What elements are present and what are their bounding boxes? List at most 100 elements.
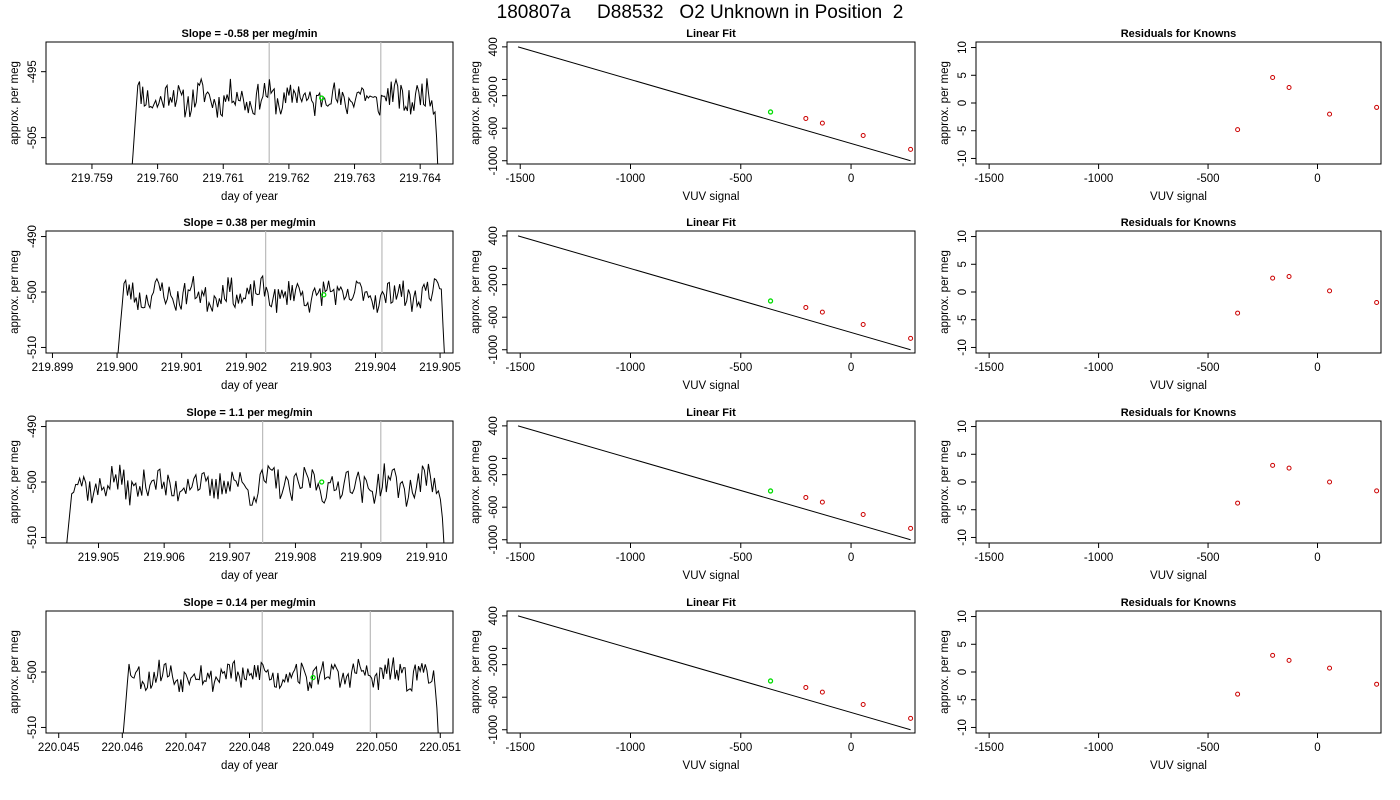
y-tick-label: -600	[488, 117, 500, 140]
x-tick-label: 220.048	[229, 742, 271, 754]
x-tick-label: -1000	[1084, 362, 1113, 374]
unknown-marker	[310, 674, 316, 681]
y-tick-label: -200	[488, 273, 500, 296]
plot-title: Linear Fit	[686, 407, 736, 419]
y-tick-label: -510	[27, 336, 39, 359]
plot-frame	[506, 420, 916, 544]
y-tick-label: -1000	[488, 335, 500, 364]
y-tick-label: 400	[488, 226, 500, 245]
x-tick-label: 220.045	[38, 742, 80, 754]
residuals-panel-2: Residuals for Knowns VUV signal approx. pe…	[939, 217, 1382, 392]
plot-frame	[45, 41, 454, 165]
x-tick-label: 219.760	[137, 173, 179, 185]
x-axis-label: VUV signal	[683, 380, 740, 392]
residual-point	[1327, 288, 1333, 294]
x-tick-label: -500	[729, 362, 752, 374]
data-trace	[66, 463, 445, 543]
known-point	[908, 146, 914, 152]
x-axis-label: day of year	[221, 570, 278, 582]
y-axis-label: approx. per meg	[470, 61, 482, 145]
y-tick-label: -5	[957, 505, 969, 515]
residual-point	[1270, 275, 1276, 281]
y-tick-label: -495	[27, 60, 39, 83]
x-tick-label: -1000	[616, 362, 645, 374]
plot-frame	[506, 230, 916, 354]
plot-title: Slope = -0.58 per meg/min	[181, 28, 317, 40]
x-axis-label: day of year	[221, 380, 278, 392]
fit-line	[517, 615, 911, 731]
y-tick-label: 0	[957, 669, 969, 675]
x-tick-label: 0	[848, 742, 854, 754]
known-point	[819, 120, 825, 126]
x-tick-label: -1000	[1084, 742, 1113, 754]
y-tick-label: -5	[957, 315, 969, 325]
y-tick-label: 400	[488, 416, 500, 435]
fit-line	[517, 46, 911, 162]
x-tick-label: 219.910	[406, 552, 448, 564]
linear-fit-panel-1: Linear Fit VUV signal approx. per meg -1500…	[470, 28, 916, 203]
x-tick-label: -1500	[974, 742, 1003, 754]
y-tick-label: 5	[957, 261, 969, 267]
x-tick-label: 219.903	[290, 362, 332, 374]
x-tick-label: -1000	[616, 552, 645, 564]
x-tick-label: 219.764	[399, 173, 441, 185]
x-tick-label: 219.908	[275, 552, 317, 564]
known-point	[908, 715, 914, 721]
plot-frame	[506, 41, 916, 165]
y-axis-label: approx. per meg	[939, 440, 951, 524]
known-point	[860, 133, 866, 139]
x-tick-label: -1500	[974, 173, 1003, 185]
x-axis-label: VUV signal	[1150, 570, 1207, 582]
residual-point	[1235, 500, 1241, 506]
known-point	[908, 335, 914, 341]
plot-frame	[506, 610, 916, 734]
y-tick-label: -510	[27, 526, 39, 549]
x-axis-label: day of year	[221, 760, 278, 772]
linear-fit-panel-2: Linear Fit VUV signal approx. per meg -1500…	[470, 217, 916, 392]
plot-title: Linear Fit	[686, 217, 736, 229]
residuals-panel-3: Residuals for Knowns VUV signal approx. pe…	[939, 407, 1382, 582]
y-tick-label: -500	[27, 660, 39, 683]
linear-fit-panel-3: Linear Fit VUV signal approx. per meg -1500…	[470, 407, 916, 582]
data-trace	[131, 77, 439, 164]
time-series-panel-1: Slope = -0.58 per meg/min day of year appr…	[9, 28, 454, 203]
y-axis-label: approx. per meg	[9, 630, 21, 714]
plot-frame	[975, 230, 1382, 354]
x-axis-label: VUV signal	[1150, 380, 1207, 392]
y-tick-label: 5	[957, 451, 969, 457]
y-axis-label: approx. per meg	[939, 630, 951, 714]
linear-fit-panel-4: Linear Fit VUV signal approx. per meg -1500…	[470, 597, 916, 772]
residual-point	[1286, 465, 1292, 471]
y-tick-label: -600	[488, 686, 500, 709]
known-point	[803, 304, 809, 310]
page-title: 180807a D88532 O2 Unknown in Position 2	[496, 2, 904, 23]
y-tick-label: 0	[488, 265, 500, 271]
x-axis-label: VUV signal	[683, 760, 740, 772]
y-tick-label: 0	[957, 479, 969, 485]
y-tick-label: -600	[488, 306, 500, 329]
y-tick-label: 0	[488, 455, 500, 461]
y-tick-label: -510	[27, 716, 39, 739]
x-tick-label: -1500	[506, 173, 535, 185]
y-tick-label: 400	[488, 37, 500, 56]
residual-point	[1374, 681, 1380, 687]
y-tick-label: -490	[27, 225, 39, 248]
x-tick-label: -1500	[506, 362, 535, 374]
y-tick-label: 5	[957, 72, 969, 78]
y-axis-label: approx. per meg	[939, 61, 951, 145]
plot-title: Residuals for Knowns	[1121, 407, 1237, 419]
y-tick-label: -1000	[488, 715, 500, 744]
x-tick-label: 220.051	[419, 742, 461, 754]
x-tick-label: 219.762	[268, 173, 310, 185]
unknown-point	[767, 298, 774, 304]
x-tick-label: 0	[1314, 173, 1320, 185]
residual-point	[1374, 300, 1380, 306]
y-tick-label: -1000	[488, 525, 500, 554]
known-point	[803, 494, 809, 500]
x-tick-label: -500	[729, 742, 752, 754]
y-axis-label: approx. per meg	[9, 61, 21, 145]
residual-point	[1270, 74, 1276, 80]
residual-point	[1270, 652, 1276, 658]
y-tick-label: 400	[488, 606, 500, 625]
